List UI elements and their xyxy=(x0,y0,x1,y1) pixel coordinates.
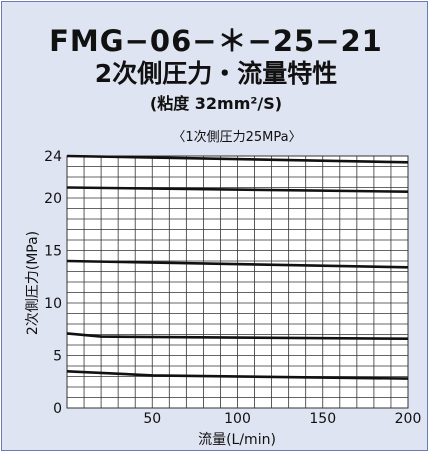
x-tick-label: 50 xyxy=(143,411,161,427)
chart-heading: 2次側圧力・流量特性 xyxy=(94,59,338,88)
x-tick-label: 100 xyxy=(224,411,251,427)
grid-lines xyxy=(67,156,408,408)
y-tick-label: 10 xyxy=(44,296,62,312)
y-axis-label: 2次側圧力(MPa) xyxy=(25,231,41,335)
x-tick-label: 200 xyxy=(395,411,422,427)
chart-title: 〈1次側圧力25MPa〉 xyxy=(172,129,301,145)
x-axis-label: 流量(L/min) xyxy=(198,432,276,448)
model-title: FMG−06−＊−25−21 xyxy=(49,24,383,58)
x-axis-ticks: 50 100 150 200 xyxy=(143,411,421,427)
y-tick-label: 5 xyxy=(53,349,62,365)
series-line-1 xyxy=(66,154,409,164)
y-tick-label: 0 xyxy=(53,401,62,417)
viscosity-note: (粘度 32mm²/S) xyxy=(149,94,283,113)
series-line-3 xyxy=(66,259,409,269)
series-line-5 xyxy=(66,370,409,380)
y-tick-label: 15 xyxy=(44,244,62,260)
series-line-2 xyxy=(66,186,409,193)
y-tick-label: 20 xyxy=(44,191,62,207)
y-axis-ticks: 0 5 10 15 20 24 xyxy=(44,149,62,417)
series-line-4 xyxy=(66,332,409,340)
x-tick-label: 150 xyxy=(309,411,336,427)
series-group xyxy=(66,154,409,380)
y-tick-label: 24 xyxy=(44,149,62,165)
